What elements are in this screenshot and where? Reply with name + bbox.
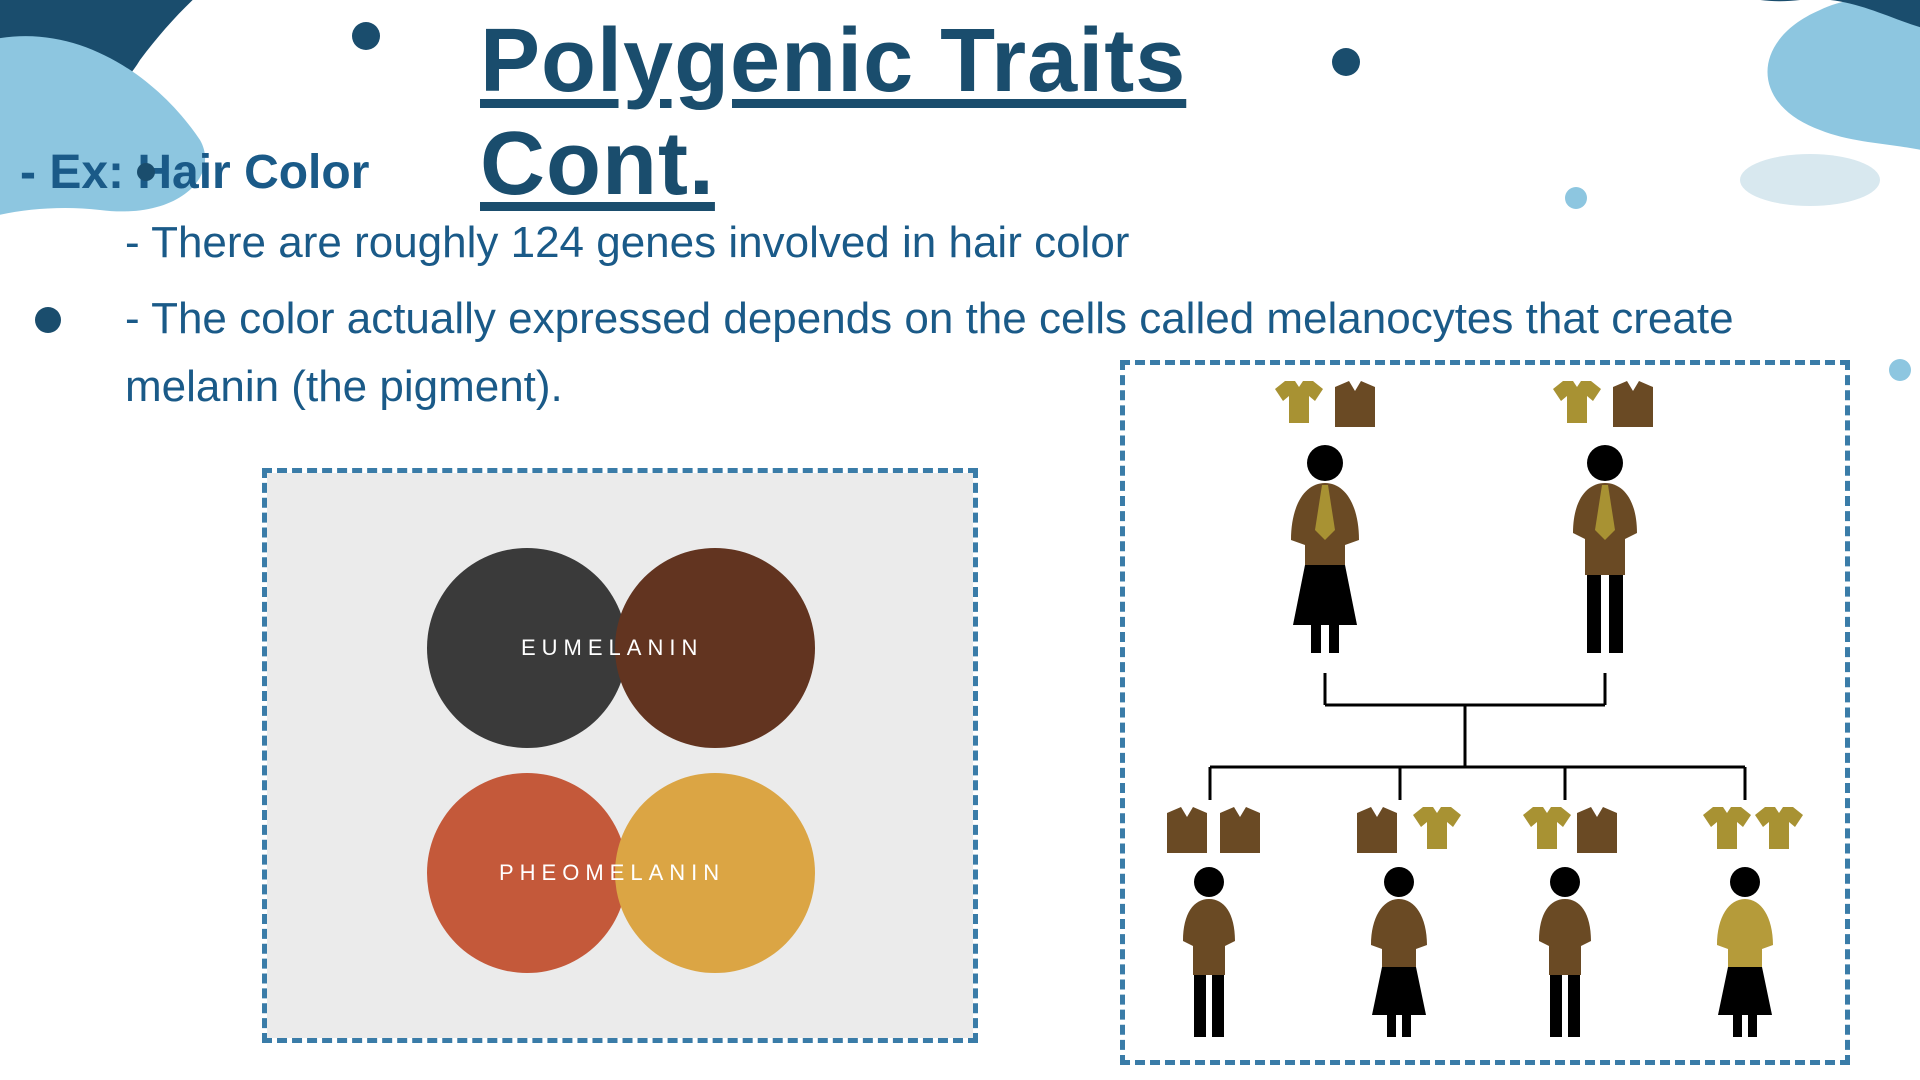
decorative-dot (137, 163, 155, 181)
pedigree-svg (1125, 365, 1855, 1070)
decorative-dot (1889, 359, 1911, 381)
melanin-diagram-box: EUMELANIN PHEOMELANIN (262, 468, 978, 1043)
eumelanin-label: EUMELANIN (521, 635, 703, 661)
bullet-main: - Ex: Hair Color (20, 145, 369, 200)
decorative-dot (1332, 48, 1360, 76)
pedigree-diagram-box (1120, 360, 1850, 1065)
decorative-dot (35, 307, 61, 333)
blob-top-left (0, 0, 360, 240)
pheomelanin-label: PHEOMELANIN (499, 860, 725, 886)
slide: { "title": "Polygenic Traits Cont.", "bu… (0, 0, 1920, 1080)
slide-title: Polygenic Traits Cont. (480, 10, 1440, 216)
decorative-dot (1565, 187, 1587, 209)
bullet-sub-1: - There are roughly 124 genes involved i… (125, 218, 1129, 268)
decorative-dot (352, 22, 380, 50)
